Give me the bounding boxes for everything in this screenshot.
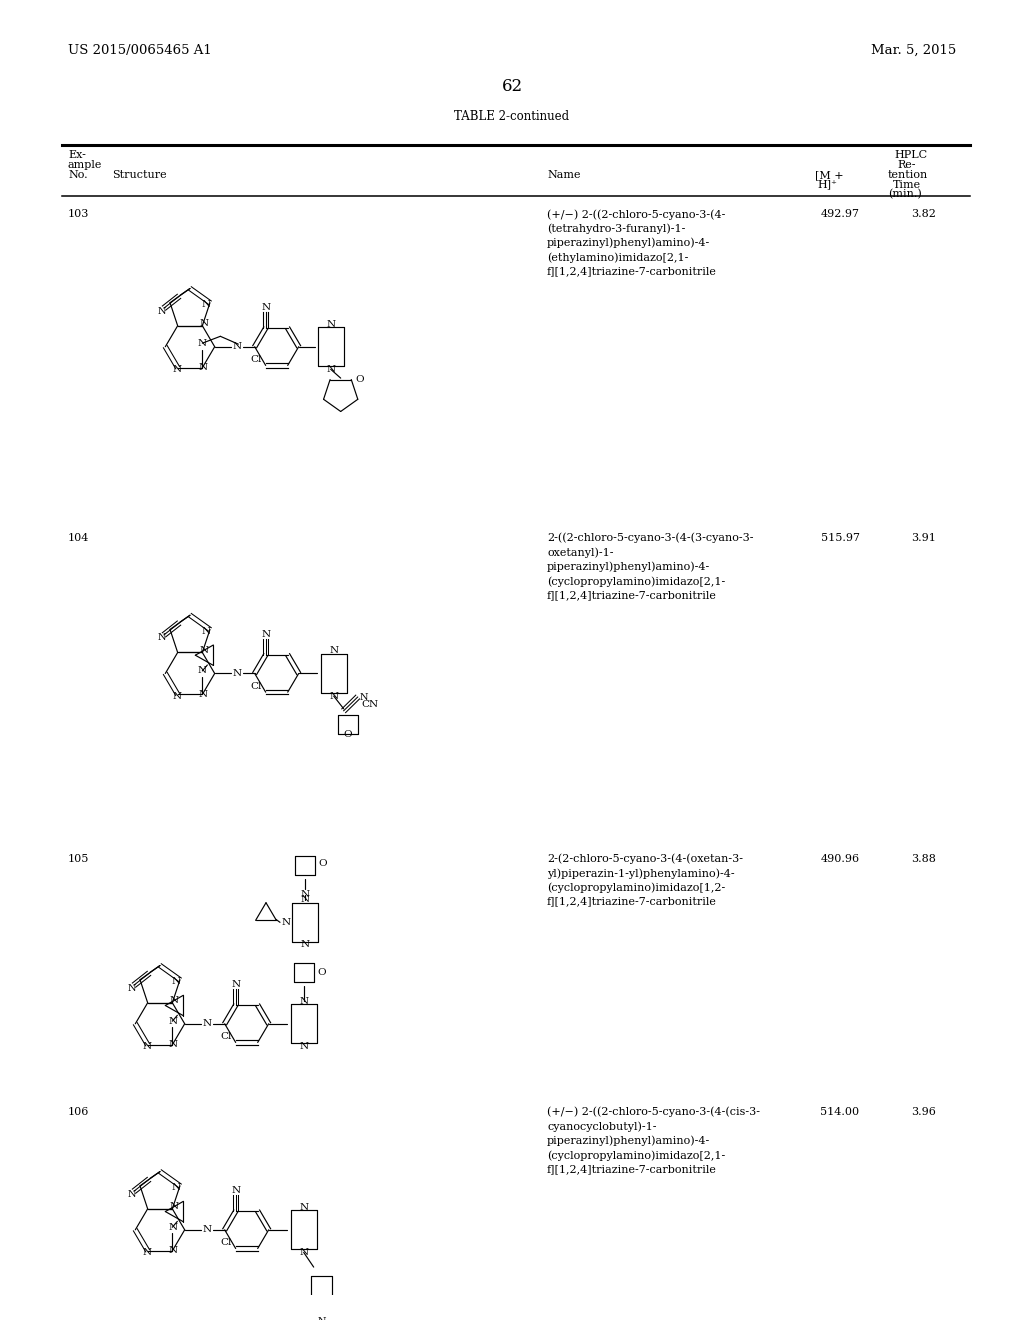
Text: N: N (261, 630, 270, 639)
Text: Ex-: Ex- (68, 150, 86, 160)
Text: N: N (158, 634, 166, 643)
Text: 515.97: 515.97 (820, 533, 859, 543)
Text: Name: Name (547, 170, 581, 180)
Text: N: N (170, 997, 179, 1006)
Text: N: N (128, 1189, 136, 1199)
Text: N: N (171, 977, 180, 986)
Text: O: O (317, 969, 326, 977)
Text: HPLC: HPLC (894, 150, 927, 160)
Text: Cl: Cl (220, 1238, 231, 1247)
Text: N: N (200, 645, 209, 655)
Text: N: N (158, 306, 166, 315)
Text: N: N (169, 1246, 178, 1255)
Text: N: N (282, 917, 291, 927)
Text: Time: Time (893, 180, 922, 190)
Text: N: N (198, 339, 207, 347)
Text: [M +: [M + (815, 170, 844, 180)
Text: N: N (300, 940, 309, 949)
Text: N: N (169, 1016, 178, 1026)
Text: 62: 62 (502, 78, 522, 95)
Text: 492.97: 492.97 (820, 209, 859, 219)
Text: N: N (170, 1203, 179, 1212)
Text: 106: 106 (68, 1106, 89, 1117)
Text: N: N (299, 997, 308, 1006)
Text: N: N (232, 342, 242, 351)
Text: N: N (299, 1041, 308, 1051)
Text: Structure: Structure (112, 170, 167, 180)
Text: (+/−) 2-((2-chloro-5-cyano-3-(4-
(tetrahydro-3-furanyl)-1-
piperazinyl)phenyl)am: (+/−) 2-((2-chloro-5-cyano-3-(4- (tetrah… (547, 209, 725, 276)
Text: N: N (317, 1316, 326, 1320)
Text: Re-: Re- (897, 160, 915, 170)
Text: N: N (171, 1183, 180, 1192)
Text: N: N (172, 692, 181, 701)
Text: N: N (169, 1222, 178, 1232)
Text: N: N (329, 692, 338, 701)
Text: Mar. 5, 2015: Mar. 5, 2015 (870, 44, 956, 57)
Text: 104: 104 (68, 533, 89, 543)
Text: 3.88: 3.88 (911, 854, 936, 863)
Text: N: N (200, 319, 209, 329)
Text: 2-(2-chloro-5-cyano-3-(4-(oxetan-3-
yl)piperazin-1-yl)phenylamino)-4-
(cycloprop: 2-(2-chloro-5-cyano-3-(4-(oxetan-3- yl)p… (547, 854, 743, 907)
Text: 3.96: 3.96 (911, 1106, 936, 1117)
Text: N: N (202, 300, 211, 309)
Text: N: N (326, 319, 335, 329)
Text: N: N (142, 1249, 152, 1257)
Text: N: N (172, 366, 181, 374)
Text: TABLE 2-continued: TABLE 2-continued (455, 110, 569, 123)
Text: (min.): (min.) (888, 189, 922, 199)
Text: N: N (231, 1185, 241, 1195)
Text: 3.91: 3.91 (911, 533, 936, 543)
Text: N: N (300, 895, 309, 904)
Text: N: N (128, 983, 136, 993)
Text: Cl: Cl (250, 681, 261, 690)
Text: O: O (318, 859, 328, 869)
Text: CN: CN (361, 701, 379, 709)
Text: N: N (299, 1203, 308, 1212)
Text: N: N (359, 693, 368, 701)
Text: US 2015/0065465 A1: US 2015/0065465 A1 (68, 44, 212, 57)
Text: tention: tention (888, 170, 928, 180)
Text: 2-((2-chloro-5-cyano-3-(4-(3-cyano-3-
oxetanyl)-1-
piperazinyl)phenyl)amino)-4-
: 2-((2-chloro-5-cyano-3-(4-(3-cyano-3- ox… (547, 533, 754, 601)
Text: N: N (199, 690, 208, 700)
Text: 3.82: 3.82 (911, 209, 936, 219)
Text: 103: 103 (68, 209, 89, 219)
Text: 490.96: 490.96 (820, 854, 859, 863)
Text: ample: ample (68, 160, 102, 170)
Text: N: N (202, 1019, 211, 1028)
Text: 105: 105 (68, 854, 89, 863)
Text: N: N (326, 364, 335, 374)
Text: N: N (169, 1040, 178, 1049)
Text: No.: No. (68, 170, 88, 180)
Text: (+/−) 2-((2-chloro-5-cyano-3-(4-(cis-3-
cyanocyclobutyl)-1-
piperazinyl)phenyl)a: (+/−) 2-((2-chloro-5-cyano-3-(4-(cis-3- … (547, 1106, 760, 1175)
Text: 514.00: 514.00 (820, 1106, 859, 1117)
Text: Cl: Cl (250, 355, 261, 364)
Text: N: N (232, 669, 242, 678)
Text: N: N (231, 979, 241, 989)
Text: O: O (355, 375, 364, 384)
Text: O: O (343, 730, 352, 739)
Text: Cl: Cl (220, 1032, 231, 1041)
Text: N: N (329, 647, 338, 656)
Text: N: N (198, 667, 207, 676)
Text: N: N (142, 1043, 152, 1051)
Text: N: N (199, 363, 208, 372)
Text: N: N (261, 302, 270, 312)
Text: N: N (202, 627, 211, 636)
Text: H]⁺: H]⁺ (817, 180, 837, 190)
Text: N: N (202, 1225, 211, 1234)
Text: N: N (300, 891, 309, 899)
Text: N: N (299, 1247, 308, 1257)
